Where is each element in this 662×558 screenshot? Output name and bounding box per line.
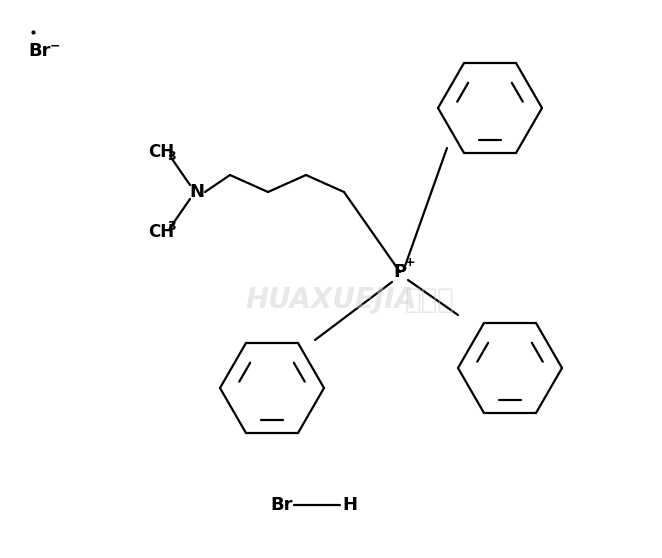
Text: HUAXUEJIA: HUAXUEJIA <box>246 286 416 314</box>
Text: P: P <box>393 263 406 281</box>
Text: CH: CH <box>148 223 174 241</box>
Text: CH: CH <box>148 143 174 161</box>
Text: H: H <box>342 496 357 514</box>
Text: Br: Br <box>28 42 50 60</box>
Text: −: − <box>50 40 60 53</box>
Text: 3: 3 <box>167 220 175 233</box>
Text: Br: Br <box>270 496 293 514</box>
Text: 3: 3 <box>167 151 175 163</box>
Text: N: N <box>189 183 205 201</box>
Text: +: + <box>404 257 415 270</box>
Text: 化学加: 化学加 <box>405 286 455 314</box>
